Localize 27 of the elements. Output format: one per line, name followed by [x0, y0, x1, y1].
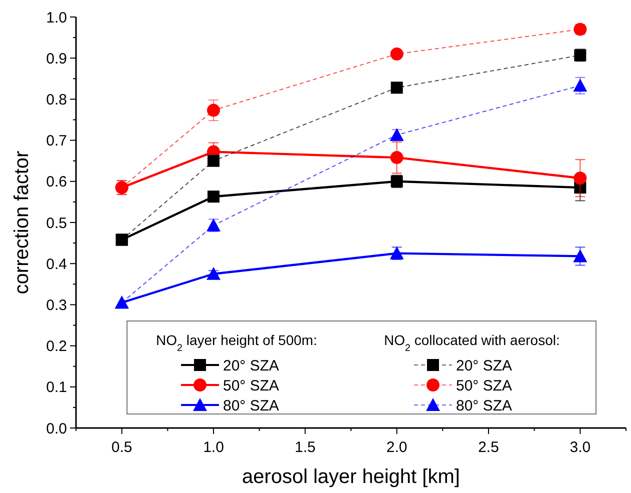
legend-label: 80° SZA: [456, 397, 512, 414]
text: 1.0: [46, 9, 67, 26]
x-tick-label: 0.5: [111, 439, 132, 456]
text: 0.0: [46, 420, 67, 438]
legend-label: 20° SZA: [223, 357, 280, 374]
y-tick-label: 0.2: [46, 338, 67, 356]
x-tick-label: 1.5: [294, 439, 316, 456]
legend-label: 80° SZA: [223, 397, 280, 414]
text: 1.0: [203, 439, 224, 456]
legend-label: 50° SZA: [456, 377, 512, 394]
y-tick-label: 0.7: [46, 132, 67, 150]
annotation: NO$_{2}$ layer height of 500m:: [156, 332, 318, 354]
y-tick-label: 0.3: [46, 296, 67, 314]
y-tick-label: 0.6: [46, 174, 67, 191]
x-tick-label: 2.5: [478, 439, 499, 456]
y-tick-label: 0.4: [46, 256, 67, 273]
text: 2.0: [386, 439, 408, 456]
legend-label: 50° SZA: [223, 377, 280, 394]
y-tick-label: 0.5: [46, 214, 67, 232]
y-tick-label: 0.9: [46, 50, 67, 68]
x-axis-title: aerosol layer height [km]: [242, 466, 460, 488]
y-tick-label: 0.8: [46, 91, 67, 108]
text: 3.0: [570, 439, 591, 456]
y-axis-title: correction factor: [11, 150, 33, 294]
annotation: NO$_{2}$ collocated with aerosol:: [384, 332, 560, 354]
legend-label: 20° SZA: [456, 357, 512, 374]
y-tick-label: 0.1: [46, 379, 67, 396]
